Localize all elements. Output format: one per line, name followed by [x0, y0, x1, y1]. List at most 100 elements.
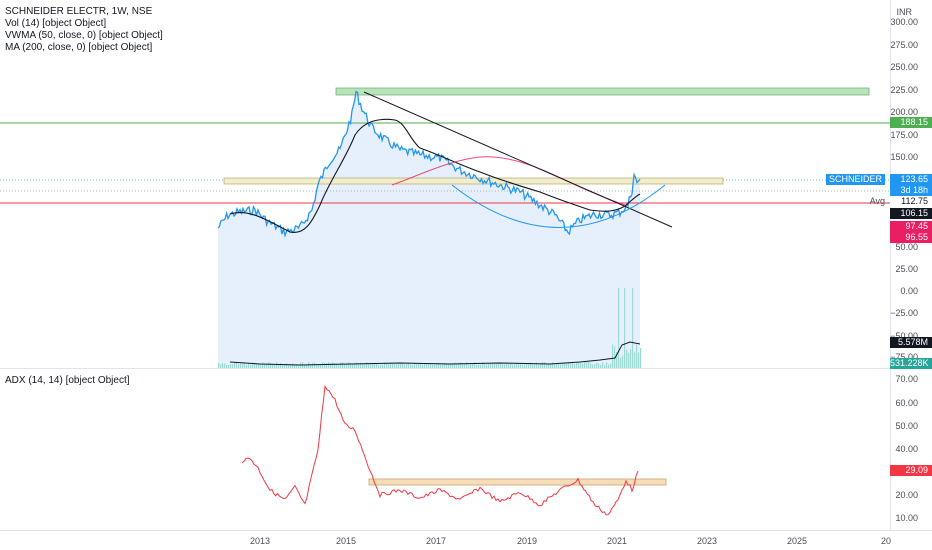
volume-bar — [284, 363, 286, 368]
volume-bar — [554, 363, 556, 368]
volume-bar — [590, 363, 592, 368]
volume-bar — [452, 363, 454, 368]
volume-bar — [618, 288, 620, 368]
volume-bar — [562, 362, 564, 368]
volume-bar — [636, 344, 638, 368]
volume-bar — [294, 364, 296, 368]
volume-bar — [424, 363, 426, 368]
price-tick-label: 150.00 — [890, 152, 918, 162]
volume-bar — [486, 364, 488, 368]
volume-bar — [604, 364, 606, 368]
adx-legend[interactable]: ADX (14, 14) [object Object] — [5, 375, 130, 386]
price-tick-label: 250.00 — [890, 62, 918, 72]
volume-bar — [360, 362, 362, 368]
volume-bar — [540, 363, 542, 368]
volume-bar — [594, 364, 596, 368]
price-tick-label: 300.00 — [890, 17, 918, 27]
volume-bar — [510, 362, 512, 368]
cup-arc — [451, 184, 666, 228]
avg-label: Avg — [869, 196, 885, 206]
volume-bar — [354, 363, 356, 368]
time-tick-label: 20 — [880, 536, 892, 546]
price-tick-label: 200.00 — [890, 107, 918, 117]
volume-bar — [560, 364, 562, 368]
volume-bar — [266, 364, 268, 368]
volume-bar — [566, 362, 568, 368]
volume-bar — [348, 362, 350, 368]
volume-bar — [514, 364, 516, 368]
price-tick-label: 275.00 — [890, 40, 918, 50]
volume-bar — [368, 363, 370, 368]
volume-bar — [346, 364, 348, 368]
adx-zone — [368, 478, 667, 486]
volume-bar — [596, 362, 598, 368]
volume-bar — [250, 364, 252, 368]
ma-value-badge: 96.55 — [890, 232, 932, 243]
volume-bar — [534, 364, 536, 368]
volume-bar — [376, 363, 378, 368]
volume-bar — [470, 363, 472, 368]
volume-bar — [454, 362, 456, 368]
volume-legend[interactable]: Vol (14) [object Object] — [5, 18, 107, 29]
volume-bar — [498, 362, 500, 368]
volume-bar — [570, 363, 572, 368]
volume-bar — [332, 362, 334, 368]
volume-bar — [392, 362, 394, 368]
volume-bar — [388, 364, 390, 368]
symbol-legend[interactable]: SCHNEIDER ELECTR, 1W, NSE — [5, 6, 153, 17]
vwma-legend[interactable]: VWMA (50, close, 0) [object Object] — [5, 30, 163, 41]
volume-bar — [576, 362, 578, 368]
volume-bar — [262, 362, 264, 368]
volume-bar — [402, 362, 404, 368]
time-tick-label: 2013 — [249, 536, 271, 546]
price-tick-label: 175.00 — [890, 130, 918, 140]
volume-bar — [282, 364, 284, 368]
vwma-value-badge: 97.45 — [890, 221, 932, 232]
price-area-fill — [218, 91, 640, 368]
volume-bar — [548, 363, 550, 368]
volume-bar — [500, 363, 502, 368]
volume-bar — [326, 363, 328, 368]
volume-bar — [278, 364, 280, 368]
pane-separator[interactable] — [0, 368, 890, 369]
volume-bar — [256, 364, 258, 368]
volume-bar — [600, 364, 602, 368]
volume-bar — [630, 349, 632, 368]
volume-bar — [386, 362, 388, 368]
volume-bar — [356, 362, 358, 368]
volume-bar — [248, 362, 250, 368]
green-level-badge: 188.15 — [890, 117, 932, 128]
volume-bar — [438, 362, 440, 368]
price-line — [217, 90, 641, 238]
price-tick-label: −50.00 — [890, 331, 918, 341]
price-tick-label: 0.00 — [900, 286, 918, 296]
volume-bar — [410, 364, 412, 368]
volume-bar — [572, 362, 574, 368]
volume-bar — [546, 364, 548, 368]
volume-bar — [292, 363, 294, 368]
volume-bar — [532, 364, 534, 368]
bar-countdown-badge: 3d 18h — [890, 185, 932, 196]
volume-bar — [358, 364, 360, 368]
volume-bar — [568, 362, 570, 368]
volume-bar — [274, 364, 276, 368]
ma-legend[interactable]: MA (200, close, 0) [object Object] — [5, 42, 153, 53]
volume-bar — [506, 362, 508, 368]
time-tick-label: 2019 — [516, 536, 538, 546]
last-price-badge: 123.65 — [890, 174, 932, 185]
volume-bar — [336, 363, 338, 368]
volume-bar — [598, 363, 600, 368]
volume-bar — [318, 364, 320, 368]
volume-bar — [272, 364, 274, 368]
symbol-tag: SCHNEIDER — [825, 174, 885, 185]
time-tick-label: 2025 — [786, 536, 808, 546]
volume-bar — [550, 363, 552, 368]
volume-bar — [310, 364, 312, 368]
volume-bar — [626, 349, 628, 368]
ma-line — [229, 118, 641, 233]
volume-bar — [230, 364, 232, 368]
volume-ma-badge: 5.578M — [890, 337, 932, 348]
volume-bar — [280, 362, 282, 368]
